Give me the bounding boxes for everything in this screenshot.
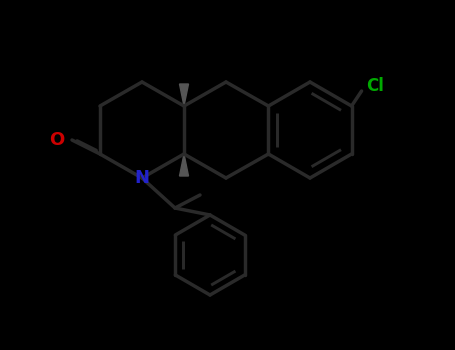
Polygon shape [180,154,188,176]
Text: N: N [135,169,150,187]
Text: Cl: Cl [367,77,384,95]
Text: O: O [49,131,64,149]
Polygon shape [180,84,188,106]
